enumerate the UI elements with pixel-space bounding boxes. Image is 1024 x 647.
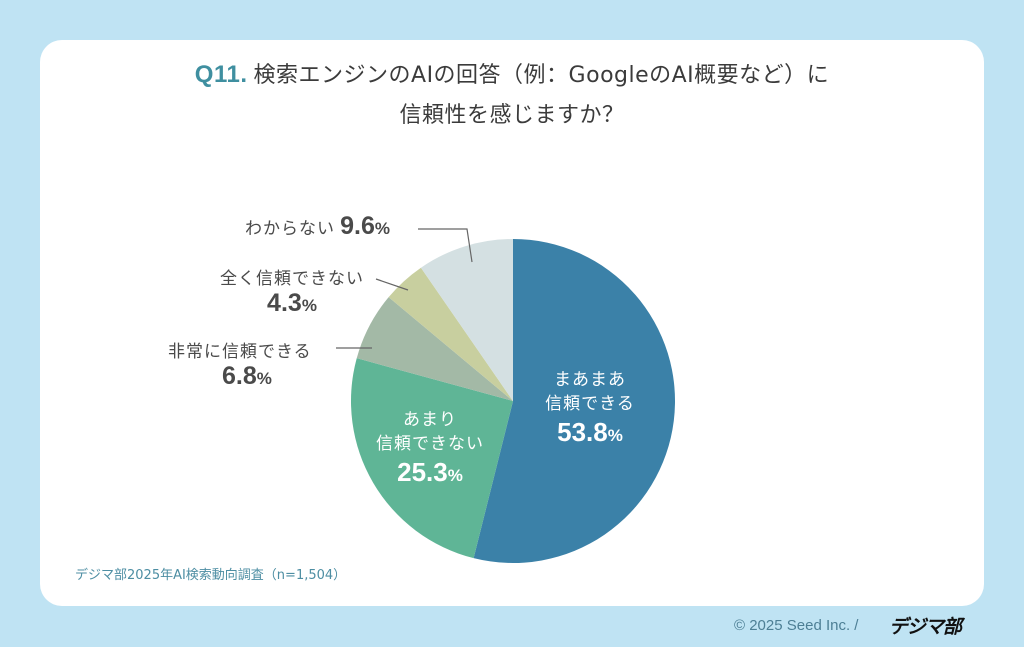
label-somewhat-trust: まあまあ 信頼できる 53.8% <box>530 368 650 452</box>
leader-lines <box>336 228 473 349</box>
title-text-1: 検索エンジンのAIの回答（例：GoogleのAI概要など）に <box>253 63 830 88</box>
unit-text: % <box>607 426 623 445</box>
label-somewhat-trust-line2: 信頼できる <box>545 394 635 414</box>
slice-unknown <box>420 239 513 401</box>
slice-somewhat-trust <box>473 239 676 563</box>
pie-slices <box>350 239 676 563</box>
question-number: Q11. <box>194 61 248 88</box>
value-text: 53.8 <box>557 417 608 447</box>
label-very-trust: 非常に信頼できる 6.8% <box>168 337 312 391</box>
chart-title: Q11. 検索エンジンのAIの回答（例：GoogleのAI概要など）に 信頼性を感… <box>0 55 1024 136</box>
unit-text: % <box>447 466 463 485</box>
label-not-really-trust: あまり 信頼できない 25.3% <box>365 408 495 492</box>
brand-logo: デジマ部 <box>889 616 962 638</box>
label-somewhat-trust-value: 53.8% <box>530 416 650 452</box>
title-line-1: Q11. 検索エンジンのAIの回答（例：GoogleのAI概要など）に <box>0 55 1024 96</box>
slice-not-really-trust <box>350 358 513 559</box>
title-line-2: 信頼性を感じますか？ <box>399 103 625 128</box>
label-not-really-trust-line1: あまり <box>403 410 457 430</box>
label-somewhat-trust-line1: まあまあ <box>554 370 626 390</box>
slice-not-trust-at-all <box>388 267 513 401</box>
label-not-trust-at-all: 全く信頼できない 4.3% <box>213 264 371 318</box>
label-unknown: わからない 9.6% <box>245 212 390 241</box>
unit-text: % <box>374 219 390 238</box>
source-note: デジマ部2025年AI検索動向調査（n=1,504） <box>75 568 347 583</box>
label-not-trust-at-all-name: 全く信頼できない <box>220 269 364 289</box>
value-text: 25.3 <box>397 457 448 487</box>
label-unknown-name: わからない <box>245 219 335 239</box>
value-text: 9.6 <box>340 212 375 240</box>
value-text: 6.8 <box>222 362 257 390</box>
label-very-trust-name: 非常に信頼できる <box>168 342 312 362</box>
copyright-text: © 2025 Seed Inc. / <box>734 617 859 634</box>
label-not-really-trust-value: 25.3% <box>365 456 495 492</box>
leader-line-not-trust-at-all <box>375 278 409 291</box>
label-unknown-value: 9.6% <box>340 212 390 240</box>
label-very-trust-value: 6.8% <box>222 362 312 391</box>
label-not-trust-at-all-value: 4.3% <box>213 289 371 318</box>
unit-text: % <box>256 369 272 388</box>
value-text: 4.3 <box>267 289 302 317</box>
leader-line-unknown <box>418 228 473 263</box>
slice-very-trust <box>356 297 513 401</box>
unit-text: % <box>301 296 317 315</box>
label-not-really-trust-line2: 信頼できない <box>376 434 484 454</box>
